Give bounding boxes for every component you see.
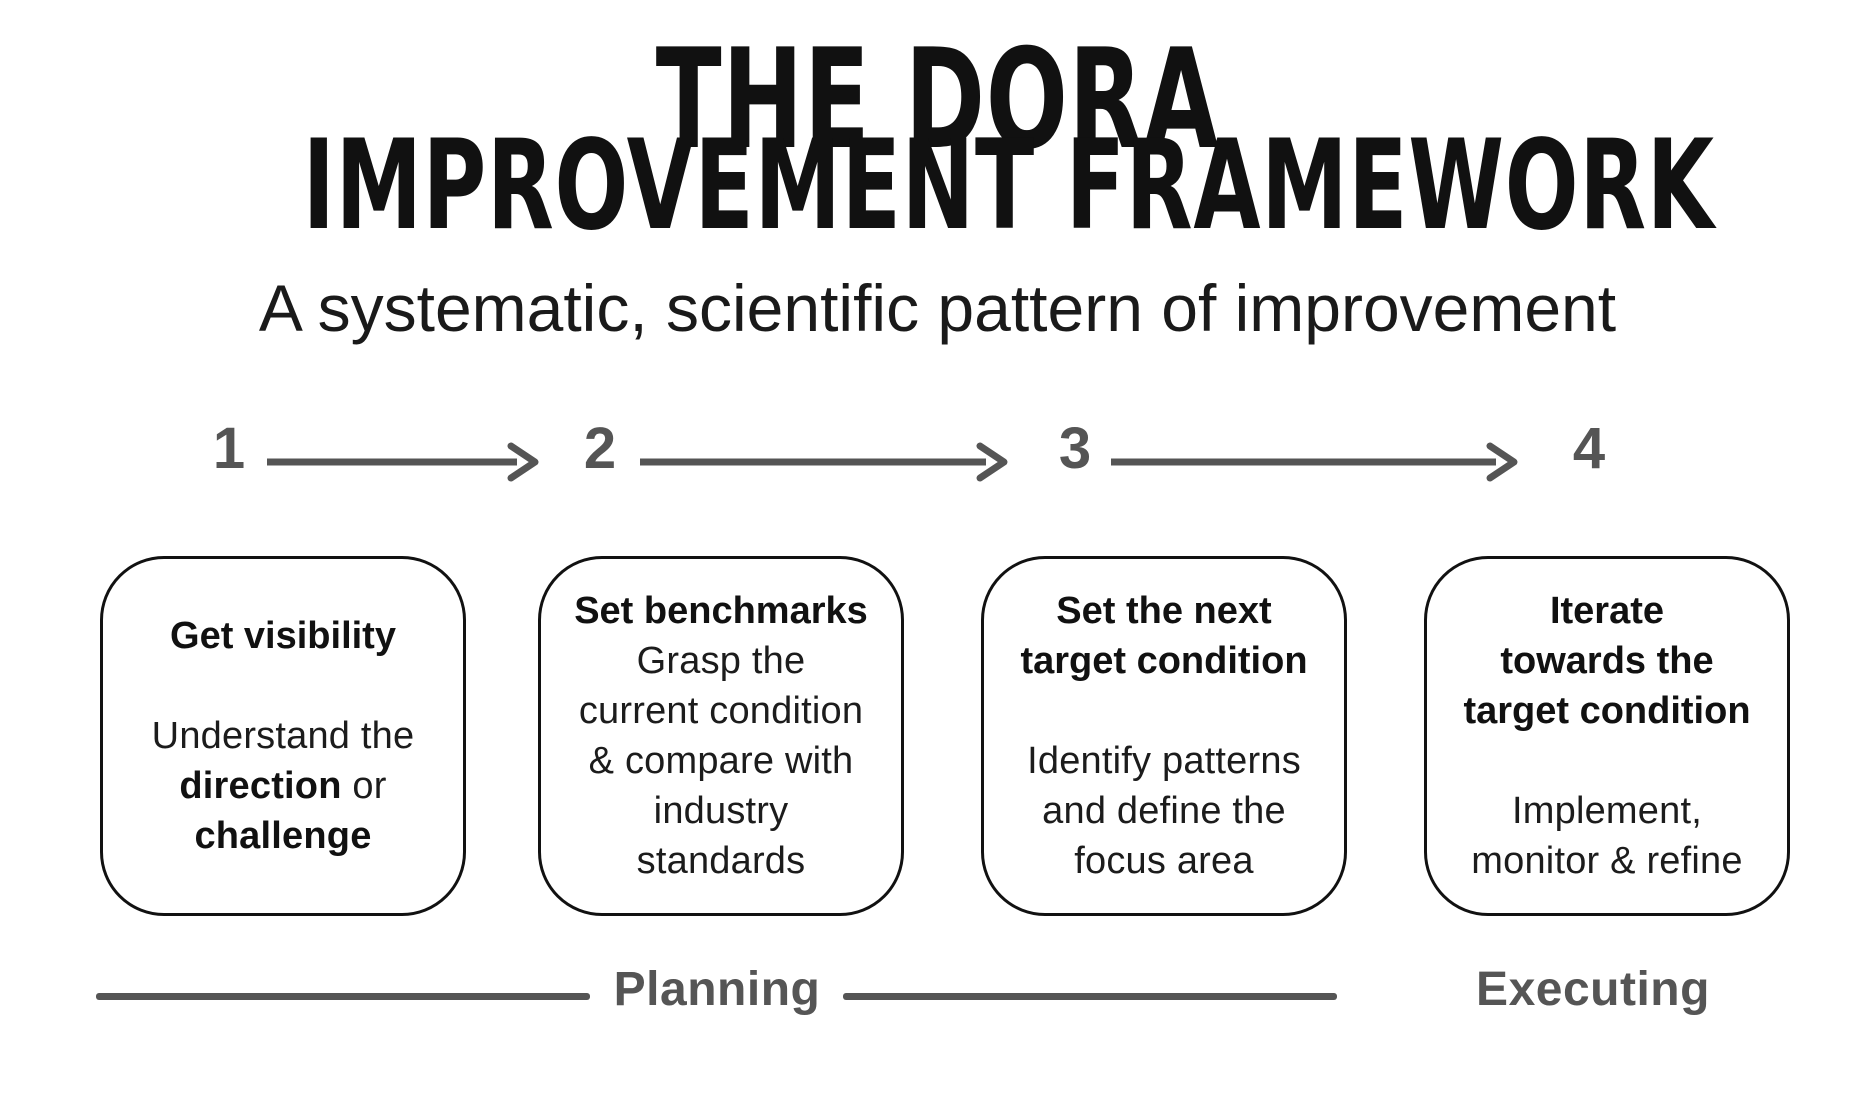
arrow-right-icon [1111, 442, 1518, 482]
arrow-right-icon [640, 442, 1008, 482]
phase-label-executing: Executing [1476, 963, 1710, 1016]
step-number-2: 2 [583, 416, 617, 481]
title-line-2: IMPROVEMENT FRAMEWORK [302, 114, 1715, 258]
step-card-4-body: Implement, monitor & refine [1471, 790, 1743, 883]
step-card-1-title: Get visibility [170, 614, 396, 657]
body-text: Understand the [151, 714, 415, 757]
body-text: or [352, 765, 387, 807]
step-card-4: Iterate towards the target condition Imp… [1424, 556, 1790, 916]
title-line-1: THE DORA [655, 19, 1220, 180]
step-number-4: 4 [1572, 416, 1606, 481]
step-card-4-title: Iterate towards the target condition [1463, 589, 1751, 732]
body-text-bold: direction [179, 765, 342, 807]
step-card-2-body: Grasp the current condition & compare wi… [578, 639, 864, 883]
body-text-bold: challenge [194, 815, 372, 858]
step-card-3-title: Set the next target condition [1020, 589, 1308, 682]
planning-divider-right [843, 993, 1337, 1000]
subtitle: A systematic, scientific pattern of impr… [258, 271, 1617, 345]
step-card-2: Set benchmarks Grasp the current conditi… [538, 556, 904, 916]
step-number-1: 1 [212, 416, 246, 481]
step-card-3-body: Identify patterns and define the focus a… [1027, 739, 1301, 883]
step-card-2-title: Set benchmarks [574, 589, 868, 632]
step-card-3: Set the next target condition Identify p… [981, 556, 1347, 916]
step-card-1: Get visibility Understand the direction … [100, 556, 466, 916]
step-card-1-body: Understand the direction or challenge [152, 711, 415, 861]
planning-divider-left [96, 993, 590, 1000]
phase-label-planning: Planning [613, 963, 821, 1016]
step-number-3: 3 [1058, 416, 1092, 481]
arrow-right-icon [267, 442, 539, 482]
